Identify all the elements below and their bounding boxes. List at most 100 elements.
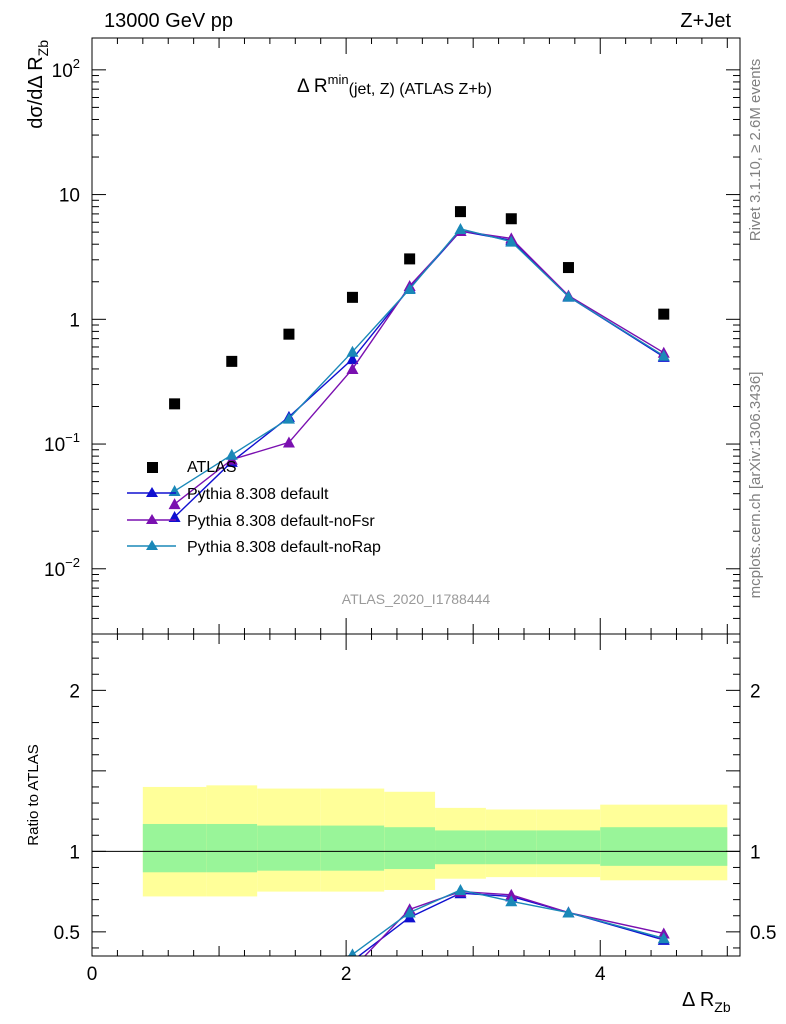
main-data-group [169, 206, 670, 410]
x-axis-label-text: Δ R [682, 989, 714, 1011]
ratio-frame [91, 633, 741, 957]
main-ytick-label-base: 10 [52, 61, 73, 82]
legend-default-marker [146, 487, 158, 497]
main-ytick-label: 1 [69, 310, 80, 331]
ratio-xtick-label: 4 [595, 964, 606, 985]
main-ylabel: dσ/dΔ RZb [25, 40, 51, 129]
atlas-data-point [562, 262, 574, 274]
main-series-1-point [168, 498, 181, 510]
main-ytick-label-exp: 2 [73, 56, 80, 71]
main-ylabel-sub: Zb [35, 40, 51, 57]
atlas-data-point [404, 253, 416, 265]
main-ytick-label-base: 10 [44, 435, 65, 456]
main-ytick-label: 10 [59, 186, 80, 207]
plot-title-rest: (jet, Z) (ATLAS Z+b) [349, 81, 492, 98]
ratio-series-group [346, 883, 670, 956]
ratio-panel: 0.5 0.5 1 1 2 2 0 2 4 Ratio to ATLAS Δ RZb [25, 633, 776, 1015]
ratio-band-inner [485, 830, 537, 865]
main-series-2-point [403, 282, 416, 294]
ratio-x-ticks: 0 2 4 [87, 634, 728, 985]
ratio-series-2-point [454, 883, 467, 895]
main-series-2-point [168, 485, 181, 497]
header-energy: 13000 GeV pp [104, 10, 233, 32]
x-axis-label-sub: Zb [714, 999, 731, 1015]
ratio-bands [142, 785, 728, 897]
ratio-band-inner [600, 827, 728, 866]
ratio-band-inner [142, 823, 207, 873]
main-series-2-point [454, 222, 467, 234]
analysis-tag: ATLAS_2020_I1788444 [342, 591, 491, 607]
ratio-series-2-line [346, 889, 664, 956]
mcplots-label: mcplots.cern.ch [arXiv:1306.3436] [747, 372, 764, 599]
main-ylabel-text: dσ/dΔ R [25, 56, 47, 128]
main-ytick-label-exp: −1 [65, 430, 80, 445]
plot-title-main: Δ R [297, 76, 328, 97]
main-series-group [168, 222, 670, 523]
ratio-ytick-label-right: 0.5 [750, 923, 776, 944]
ratio-ytick-label-left: 0.5 [54, 923, 80, 944]
main-ytick-label: 102 [52, 56, 80, 82]
ratio-ytick-label-left: 1 [69, 842, 80, 863]
legend-atlas-marker [147, 462, 158, 473]
main-series-1-line [174, 230, 665, 505]
ratio-ytick-label-right: 2 [750, 681, 761, 702]
ratio-series-2-point [403, 906, 416, 918]
legend-nofsr-marker [146, 514, 158, 524]
atlas-data-point [226, 355, 238, 367]
legend-norap-marker [146, 540, 158, 550]
legend-default-label: Pythia 8.308 default [187, 486, 329, 503]
main-series-2-point [346, 345, 359, 357]
ratio-band-inner [384, 827, 436, 870]
atlas-data-point [658, 308, 670, 320]
ratio-band-inner [257, 825, 321, 871]
main-series-2-point [225, 448, 238, 460]
ratio-series-2-point [348, 948, 357, 956]
main-ytick-label-base: 10 [44, 560, 65, 581]
main-series-1-point [346, 362, 359, 374]
atlas-data-point [283, 328, 295, 340]
ratio-xtick-label: 0 [87, 964, 98, 985]
main-series-2-point [505, 235, 518, 247]
ratio-series-1-point [505, 888, 518, 900]
ratio-band-inner [320, 825, 385, 871]
main-series-1-point [282, 436, 295, 448]
main-x-ticks [91, 38, 728, 634]
ratio-xtick-label: 2 [341, 964, 352, 985]
main-series-0-point [346, 353, 359, 365]
ratio-series-2-point [505, 895, 518, 907]
main-ytick-label: 10−1 [44, 430, 80, 456]
legend-norap-label: Pythia 8.308 default-noRap [187, 539, 381, 556]
ratio-ytick-label-right: 1 [750, 842, 761, 863]
plot-title-sup: min [328, 72, 349, 87]
plot-title: Δ Rmin(jet, Z) (ATLAS Z+b) [297, 72, 492, 98]
ratio-band-inner [435, 830, 486, 865]
ratio-y-ticks: 0.5 0.5 1 1 2 2 [54, 641, 776, 949]
ratio-ylabel: Ratio to ATLAS [25, 744, 42, 845]
atlas-data-point [346, 291, 358, 303]
header-process: Z+Jet [680, 10, 731, 32]
legend: ATLAS Pythia 8.308 default Pythia 8.308 … [127, 459, 381, 556]
legend-nofsr-label: Pythia 8.308 default-noFsr [187, 513, 375, 530]
main-ytick-label: 10−2 [44, 555, 80, 581]
main-series-2-point [282, 412, 295, 424]
x-axis-label: Δ RZb [682, 989, 731, 1015]
rivet-label: Rivet 3.1.10, ≥ 2.6M events [747, 59, 764, 242]
ratio-series-1-line [363, 890, 664, 956]
atlas-data-point [454, 206, 466, 218]
atlas-data-point [169, 398, 181, 410]
ratio-series-2-point [562, 906, 575, 918]
main-series-2-point [562, 290, 575, 302]
main-series-2-line [174, 228, 665, 492]
legend-atlas-label: ATLAS [187, 459, 237, 476]
atlas-data-point [505, 213, 517, 225]
ratio-band-inner [536, 830, 601, 865]
ratio-ytick-label-left: 2 [69, 681, 80, 702]
ratio-series-2-point [657, 932, 670, 944]
main-ytick-label-exp: −2 [65, 555, 80, 570]
main-series-2-point [657, 349, 670, 361]
ratio-band-inner [206, 823, 258, 873]
main-series-0-line [174, 230, 665, 518]
